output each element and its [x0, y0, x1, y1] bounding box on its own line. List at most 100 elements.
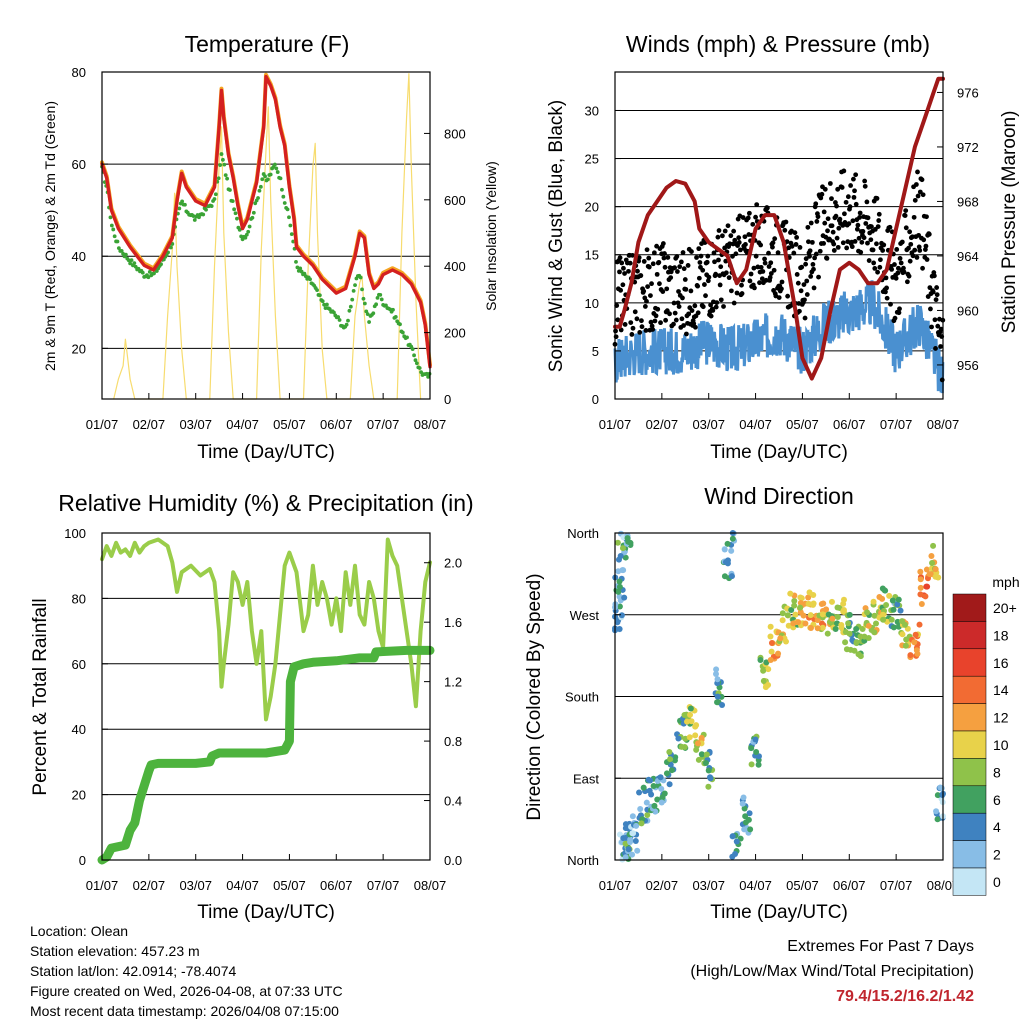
gust-point	[768, 271, 774, 276]
gust-point	[929, 324, 934, 330]
direction-point	[765, 682, 772, 689]
gust-point	[865, 215, 871, 221]
dewpoint-point	[219, 152, 224, 156]
direction-point	[832, 626, 839, 633]
gust-point	[858, 249, 864, 255]
gust-point	[910, 234, 915, 240]
y-tick-label: 15	[585, 248, 599, 263]
gust-point	[921, 237, 927, 243]
gust-point	[810, 261, 816, 267]
gust-point	[913, 182, 919, 187]
dewpoint-point	[220, 157, 225, 162]
direction-point	[777, 635, 784, 642]
direction-point	[916, 621, 923, 628]
direction-point	[638, 820, 645, 827]
gust-point	[686, 311, 692, 317]
direction-point	[775, 650, 782, 657]
gust-point	[916, 244, 922, 250]
direction-point	[846, 611, 853, 618]
direction-point	[636, 789, 643, 796]
dewpoint-point	[123, 252, 128, 257]
gust-point	[851, 176, 856, 182]
direction-point	[928, 552, 935, 559]
gust-point	[629, 332, 635, 337]
dewpoint-point	[256, 196, 260, 200]
gust-point	[875, 269, 880, 275]
gust-point	[615, 317, 621, 323]
gust-point	[675, 300, 681, 306]
direction-point	[615, 568, 622, 575]
gust-point	[849, 244, 855, 250]
gust-point	[799, 264, 805, 270]
direction-point	[618, 612, 625, 619]
gust-point	[845, 194, 851, 200]
gust-point	[779, 279, 785, 285]
direction-point	[678, 743, 685, 750]
direction-point	[651, 802, 658, 809]
gust-point	[742, 234, 748, 240]
direction-point	[729, 853, 736, 860]
dewpoint-point	[273, 162, 277, 167]
direction-point	[834, 604, 841, 611]
gust-point	[642, 304, 648, 309]
gust-point	[718, 297, 724, 303]
direction-point	[688, 718, 695, 725]
gust-point	[934, 292, 940, 298]
gust-point	[708, 313, 714, 319]
gust-point	[627, 260, 633, 266]
dewpoint-point	[274, 166, 279, 171]
gust-point	[851, 194, 857, 200]
dewpoint-point	[365, 312, 370, 317]
gust-point	[645, 284, 651, 290]
direction-point	[810, 601, 817, 608]
y2-tick-label: 960	[957, 303, 979, 318]
direction-point	[675, 735, 682, 742]
dewpoint-point	[367, 320, 371, 324]
gust-point	[808, 273, 814, 279]
direction-point	[746, 810, 753, 817]
direction-point	[666, 748, 673, 755]
x-tick-label: 06/07	[833, 878, 866, 893]
direction-point	[667, 756, 674, 763]
direction-point	[615, 556, 622, 563]
temperature-panel: Temperature (F) 20 40 60 80 0 200 400 600 800 0…	[42, 31, 499, 463]
winds-title: Winds (mph) & Pressure (mb)	[626, 31, 930, 57]
dewpoint-point	[308, 277, 312, 282]
direction-point	[629, 813, 636, 820]
x-tick-label: 05/07	[786, 417, 819, 432]
direction-point	[939, 792, 946, 799]
legend-swatch	[952, 593, 987, 622]
direction-point	[865, 622, 872, 629]
gust-point	[892, 315, 898, 321]
dewpoint-point	[346, 318, 350, 323]
direction-point	[871, 612, 878, 619]
direction-point	[616, 578, 623, 585]
gust-point	[643, 328, 649, 333]
gust-point	[636, 258, 642, 264]
dewpoint-point	[379, 297, 384, 302]
gust-point	[903, 208, 909, 214]
gust-point	[721, 304, 726, 309]
direction-point	[922, 593, 929, 600]
gust-point	[831, 248, 837, 253]
gust-point	[938, 344, 943, 349]
dewpoint-point	[289, 232, 294, 237]
y-tick-label: 30	[585, 103, 599, 118]
direction-point	[853, 639, 860, 646]
gust-point	[802, 315, 808, 321]
precip-line	[97, 645, 435, 865]
humidity-y-ticks: 0 20 40 60 80 100	[64, 526, 108, 868]
gust-point	[672, 265, 678, 271]
temp-9m-line	[100, 72, 432, 367]
direction-point	[654, 796, 661, 803]
gust-point	[660, 289, 666, 294]
y-tick-label: 25	[585, 152, 599, 167]
dewpoint-point	[112, 234, 117, 239]
station-info: Location: Olean Station elevation: 457.2…	[30, 921, 343, 1021]
dewpoint-point	[294, 259, 298, 264]
gust-point	[811, 285, 817, 291]
winds-y-axis-label: Sonic Wind & Gust (Blue, Black)	[546, 100, 567, 372]
gust-point	[857, 210, 863, 216]
gust-point	[898, 260, 904, 266]
